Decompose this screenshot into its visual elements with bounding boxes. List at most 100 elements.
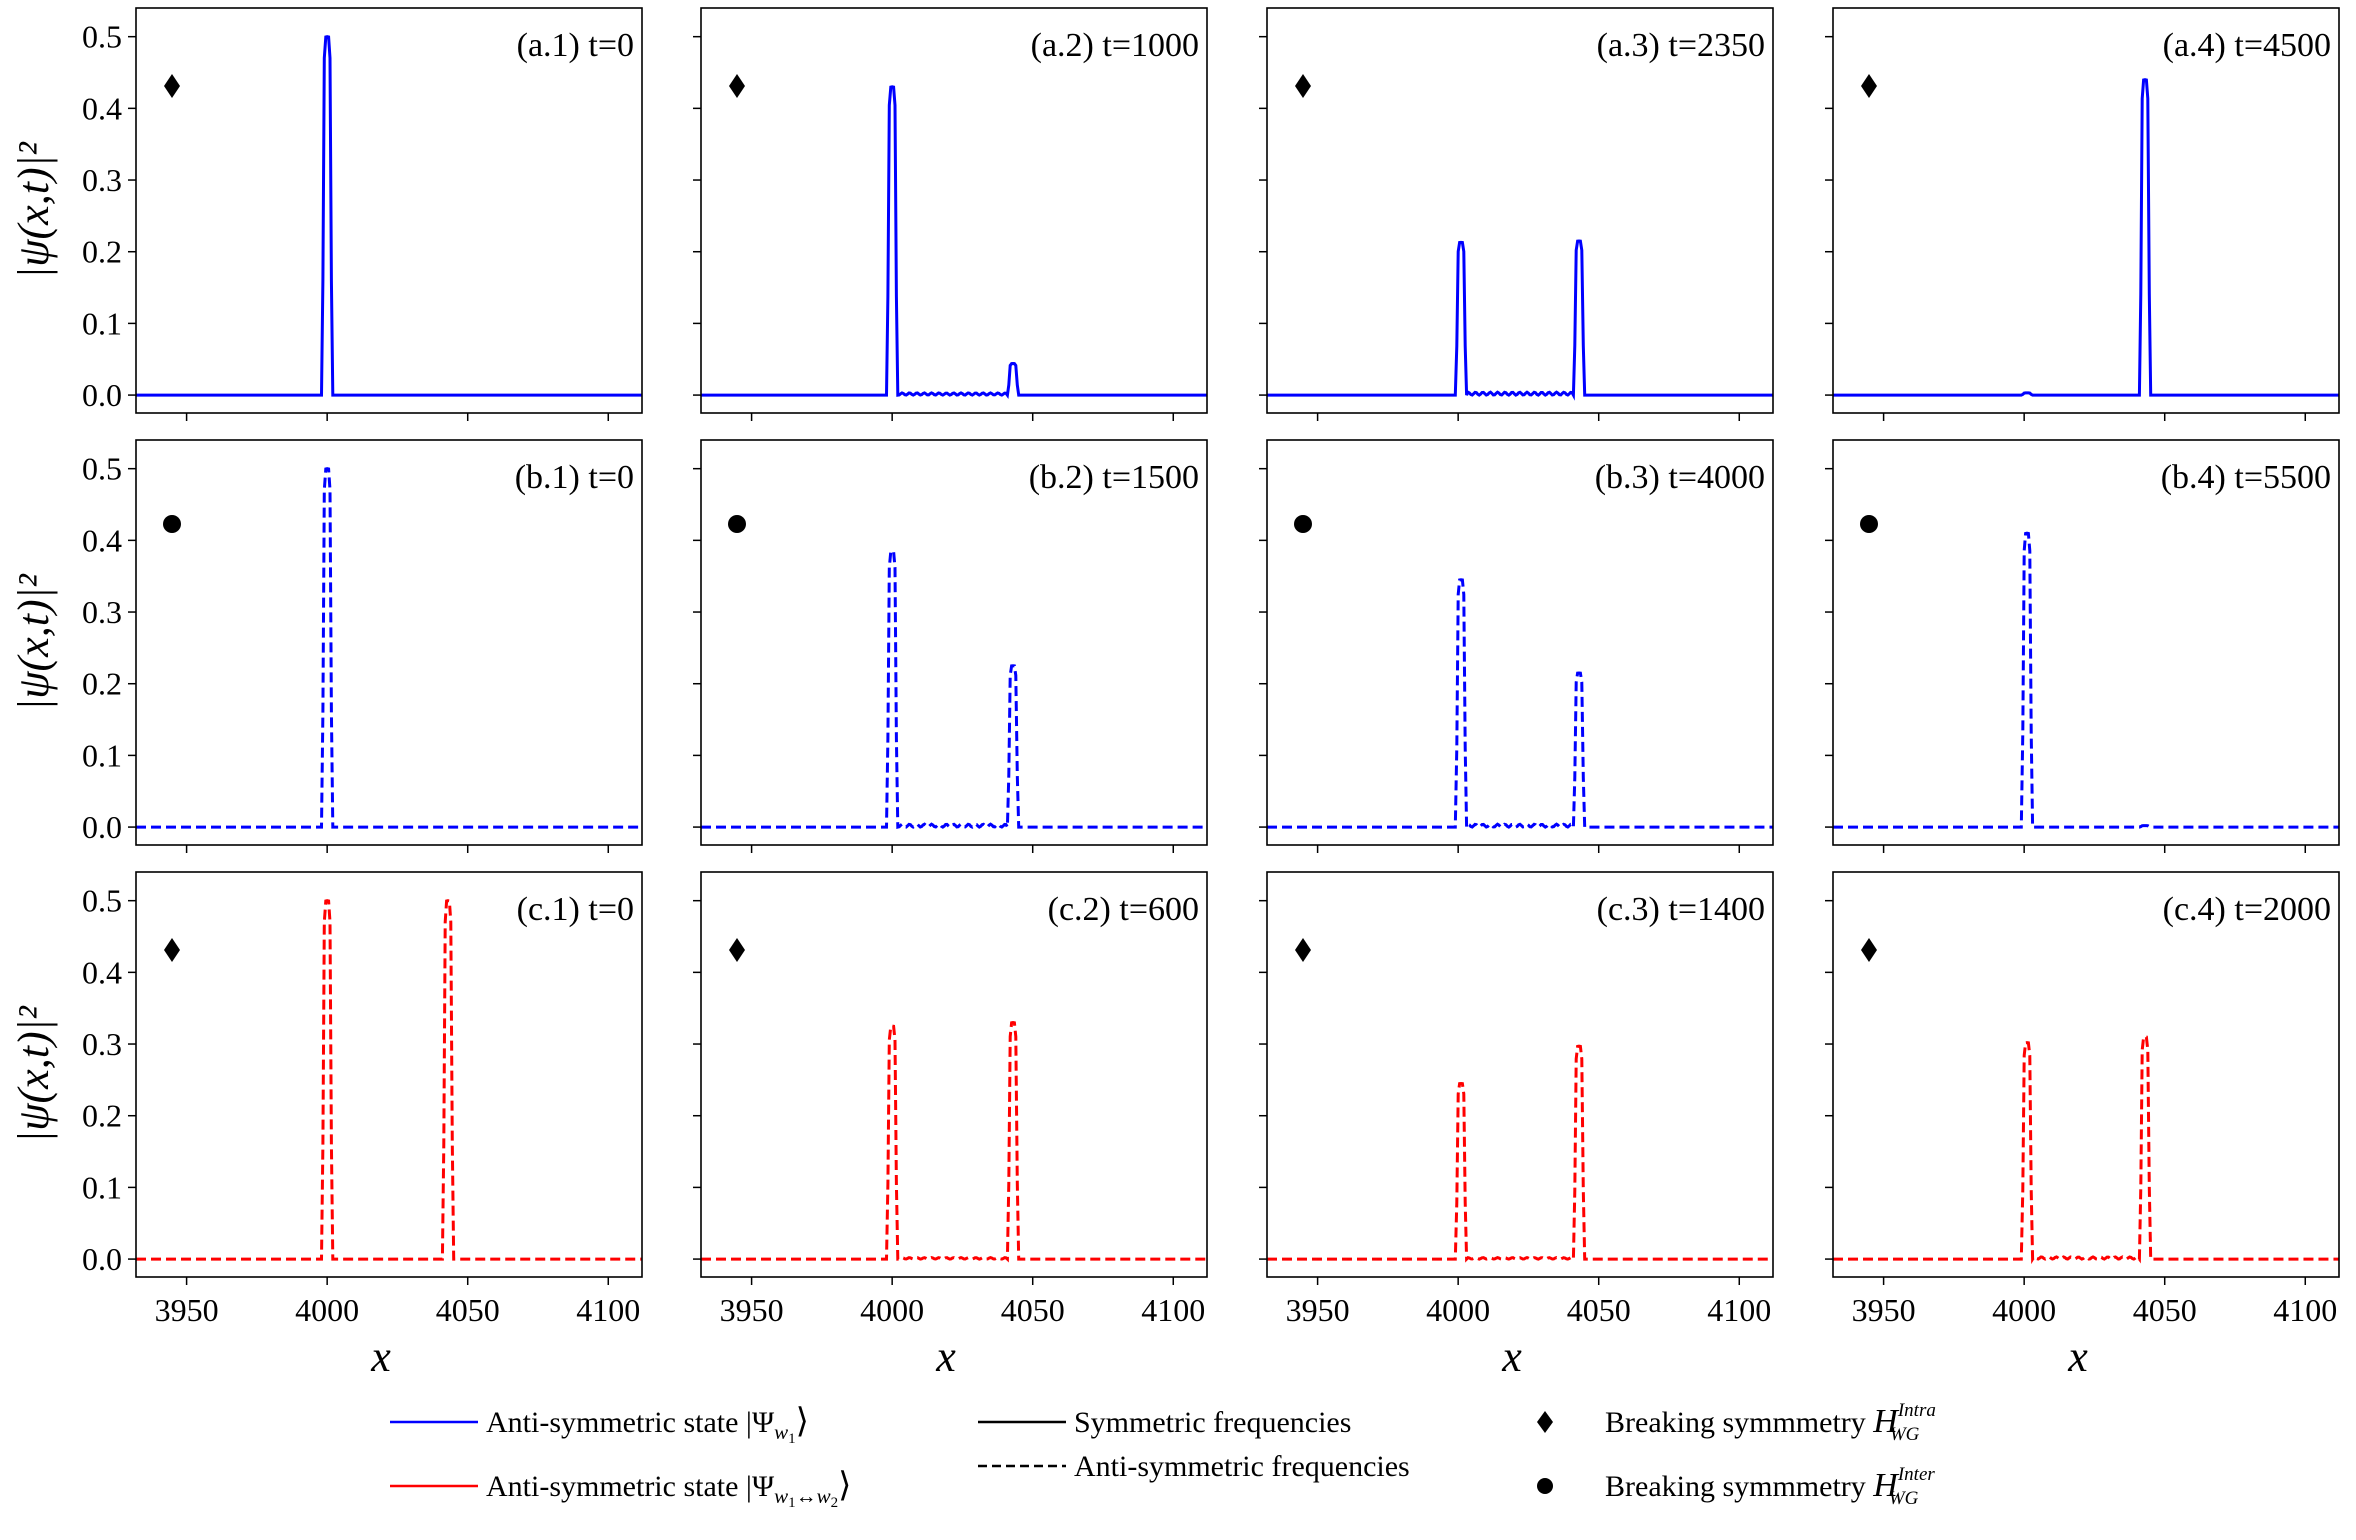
x-tick-label: 4050 xyxy=(1001,1292,1065,1328)
series-line-c4 xyxy=(1833,1035,2339,1265)
series-line-b3 xyxy=(1267,578,1773,833)
panel-b2: (b.2) t=1500 xyxy=(693,439,1208,853)
legend-label: Symmetric frequencies xyxy=(1074,1406,1351,1439)
legend-prefix: Breaking symmmetry xyxy=(1605,1470,1873,1503)
series-line-a4 xyxy=(1833,78,2339,397)
x-tick-label: 4100 xyxy=(576,1292,640,1328)
series-line-a2 xyxy=(701,85,1207,399)
legend: Anti-symmetric state |Ψw1⟩Anti-symmetric… xyxy=(390,1400,1936,1511)
legend-prefix: Breaking symmmetry xyxy=(1605,1406,1873,1439)
panel-a4: (a.4) t=4500 xyxy=(1825,7,2340,421)
y-tick-label: 0.5 xyxy=(82,19,122,55)
x-tick-label: 4050 xyxy=(436,1292,500,1328)
x-tick-label: 3950 xyxy=(720,1292,784,1328)
x-axis-label: x xyxy=(1501,1332,1522,1381)
diamond-marker xyxy=(729,74,745,98)
x-axis-label: x xyxy=(935,1332,956,1381)
panel-label: (c.2) t=600 xyxy=(1048,891,1199,928)
panel-frame xyxy=(1266,439,1774,846)
legend-prefix: Anti-symmetric state |Ψ xyxy=(486,1470,775,1503)
legend-suffix: ⟩ xyxy=(838,1467,851,1504)
diamond-marker xyxy=(164,938,180,962)
legend-subscript-rest: ↔w xyxy=(796,1484,831,1508)
panel-c2: 3950 4000 4050 4100 (c.2) t=600 x xyxy=(693,871,1208,1381)
diamond-marker xyxy=(1861,74,1877,98)
x-tick-label: 4100 xyxy=(1707,1292,1771,1328)
panel-frame xyxy=(135,7,643,414)
panel-frame xyxy=(1832,439,2340,846)
legend-text-span: Symmetric frequencies xyxy=(1074,1406,1351,1439)
series-line-b1 xyxy=(136,467,642,829)
panel-frame xyxy=(135,871,643,1278)
x-axis-label: x xyxy=(370,1332,391,1381)
panel-b3: (b.3) t=4000 xyxy=(1259,439,1774,853)
panel-label: (b.4) t=5500 xyxy=(2161,459,2331,496)
y-tick-label: 0.3 xyxy=(82,594,122,630)
panel-a2: (a.2) t=1000 xyxy=(693,7,1208,421)
y-axis-label: |ψ(x,t)|² xyxy=(9,573,58,711)
x-axis-label: x xyxy=(2067,1332,2088,1381)
panel-label: (a.1) t=0 xyxy=(517,27,634,64)
x-tick-label: 3950 xyxy=(155,1292,219,1328)
legend-symbol: H xyxy=(1872,1403,1900,1440)
panel-label: (b.1) t=0 xyxy=(515,459,634,496)
circle-marker xyxy=(163,515,181,533)
y-tick-label: 0.4 xyxy=(82,90,122,126)
y-tick-label: 0.5 xyxy=(82,883,122,919)
diamond-marker xyxy=(164,74,180,98)
x-tick-label: 4000 xyxy=(295,1292,359,1328)
panel-b4: (b.4) t=5500 xyxy=(1825,439,2340,853)
panel-c3: 3950 4000 4050 4100 (c.3) t=1400 x xyxy=(1259,871,1774,1381)
series-line-a3 xyxy=(1267,239,1773,401)
legend-subsubscript-2: 2 xyxy=(831,1495,839,1511)
y-tick-label: 0.1 xyxy=(82,737,122,773)
x-tick-label: 4050 xyxy=(1567,1292,1631,1328)
panel-label: (c.4) t=2000 xyxy=(2163,891,2331,928)
legend-suffix: ⟩ xyxy=(796,1403,809,1440)
series-line-c3 xyxy=(1267,1044,1773,1263)
legend-label: Anti-symmetric frequencies xyxy=(1074,1450,1410,1483)
panel-frame xyxy=(700,7,1208,414)
panels-grid: 0.0 0.1 0.2 0.3 0.4 0.5 (a.1) t=0 |ψ(x,t)|² (a.2… xyxy=(9,7,2340,1381)
panel-frame xyxy=(700,871,1208,1278)
y-tick-label: 0.4 xyxy=(82,522,122,558)
legend-entry-4: Anti-symmetric frequencies xyxy=(978,1450,1410,1483)
legend-subscript: w xyxy=(774,1420,788,1444)
diamond-marker xyxy=(1295,74,1311,98)
x-tick-label: 4000 xyxy=(860,1292,924,1328)
x-tick-label: 4100 xyxy=(1141,1292,1205,1328)
x-tick-label: 4100 xyxy=(2273,1292,2337,1328)
y-tick-label: 0.5 xyxy=(82,451,122,487)
panel-label: (a.3) t=2350 xyxy=(1597,27,1765,64)
legend-subsubscript: 1 xyxy=(788,1495,796,1511)
x-tick-label: 4000 xyxy=(1426,1292,1490,1328)
circle-marker xyxy=(1860,515,1878,533)
panel-frame xyxy=(700,439,1208,846)
x-tick-label: 4050 xyxy=(2133,1292,2197,1328)
y-tick-label: 0.4 xyxy=(82,954,122,990)
legend-entry-5: Breaking symmmetry HIntra WG xyxy=(1537,1400,1936,1445)
panel-frame xyxy=(1266,871,1774,1278)
legend-subsubscript: 1 xyxy=(788,1431,796,1447)
panel-frame xyxy=(1832,7,2340,414)
panel-c4: 3950 4000 4050 4100 (c.4) t=2000 x xyxy=(1825,871,2340,1381)
panel-a3: (a.3) t=2350 xyxy=(1259,7,1774,421)
legend-prefix: Anti-symmetric state |Ψ xyxy=(486,1406,775,1439)
y-tick-label: 0.1 xyxy=(82,1169,122,1205)
legend-label: Anti-symmetric state |Ψw1⟩ xyxy=(486,1403,809,1447)
panel-frame xyxy=(1266,7,1774,414)
circle-marker xyxy=(1294,515,1312,533)
y-tick-label: 0.0 xyxy=(82,809,122,845)
panel-c1: 0.0 0.1 0.2 0.3 0.4 0.5 3950 4000 4050 4100 (c.1) … xyxy=(9,871,643,1381)
legend-label: Breaking symmmetry HIntra WG xyxy=(1605,1400,1936,1445)
legend-entry-1: Anti-symmetric state |Ψw1⟩ xyxy=(390,1403,809,1447)
legend-superscript: Inter xyxy=(1897,1464,1936,1485)
y-tick-label: 0.2 xyxy=(82,666,122,702)
legend-entry-3: Symmetric frequencies xyxy=(978,1406,1351,1439)
series-line-c1 xyxy=(136,899,642,1261)
y-tick-label: 0.1 xyxy=(82,305,122,341)
x-tick-label: 3950 xyxy=(1852,1292,1916,1328)
circle-marker xyxy=(728,515,746,533)
